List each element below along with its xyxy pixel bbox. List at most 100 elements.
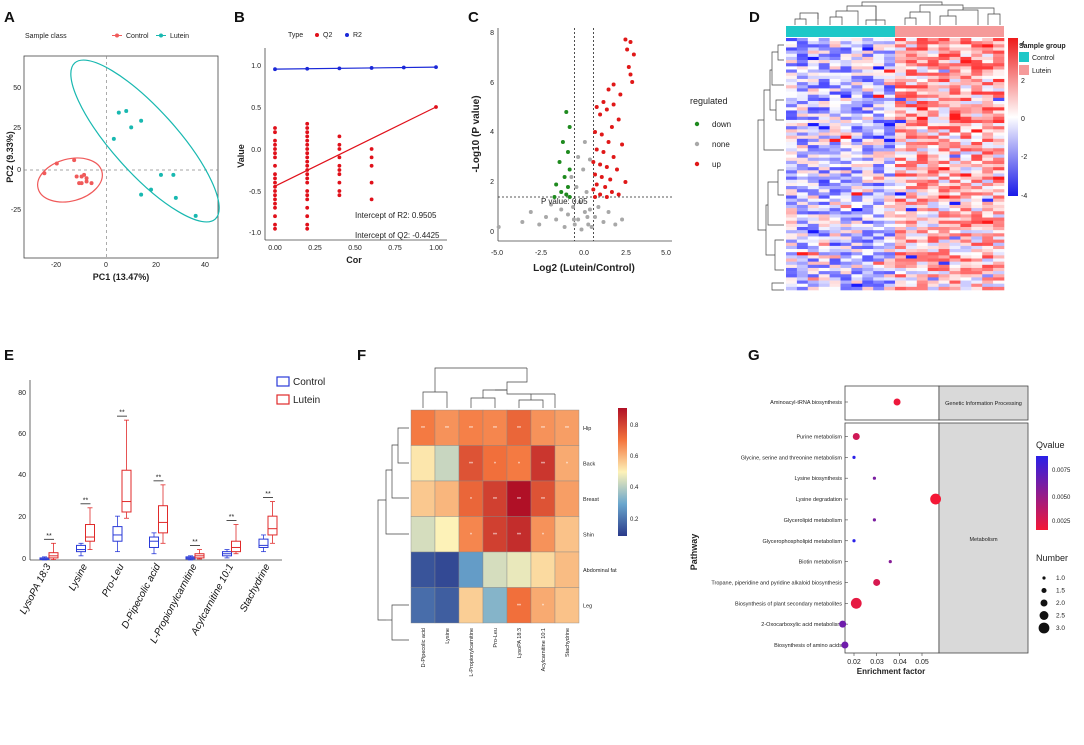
d-heat-cell bbox=[851, 123, 863, 127]
d-heat-cell bbox=[807, 151, 819, 155]
d-heat-cell bbox=[993, 75, 1005, 80]
d-heat-cell bbox=[927, 110, 939, 114]
d-heat-cell bbox=[873, 179, 885, 184]
d-heat-cell bbox=[829, 141, 841, 146]
d-heat-cell bbox=[851, 91, 863, 95]
d-heat-cell bbox=[982, 123, 994, 127]
d-heat-cell bbox=[895, 72, 907, 77]
d-scale-tick: 2 bbox=[1021, 78, 1025, 85]
box-lutein bbox=[48, 552, 59, 559]
d-heat-cell bbox=[927, 252, 939, 256]
d-heat-cell bbox=[840, 113, 852, 118]
f-heat-cell bbox=[410, 516, 436, 553]
d-heat-cell bbox=[796, 233, 809, 237]
d-heat-cell bbox=[818, 214, 830, 218]
d-heat-cell bbox=[895, 56, 907, 61]
d-heat-cell bbox=[993, 154, 1005, 158]
d-heat-cell bbox=[938, 271, 950, 275]
d-heat-cell bbox=[884, 220, 896, 225]
panel-c-ylabel: -Log10 (P value) bbox=[471, 95, 482, 172]
d-heat-cell bbox=[949, 91, 961, 95]
d-heat-cell bbox=[960, 211, 972, 215]
d-heat-cell bbox=[862, 66, 874, 70]
d-heat-cell bbox=[960, 82, 972, 86]
d-heat-cell bbox=[829, 113, 841, 118]
d-heat-cell bbox=[895, 60, 907, 64]
d-heat-cell bbox=[873, 170, 885, 174]
d-heat-cell bbox=[905, 170, 918, 174]
d-heat-cell bbox=[818, 116, 830, 121]
d-heat-cell bbox=[993, 141, 1005, 146]
d-heat-cell bbox=[873, 63, 885, 67]
d-heat-cell bbox=[829, 88, 841, 92]
d-heat-cell bbox=[796, 252, 809, 256]
d-heat-cell bbox=[960, 160, 972, 165]
d-heat-cell bbox=[884, 154, 896, 158]
d-heat-cell bbox=[796, 167, 809, 171]
d-heat-cell bbox=[873, 38, 885, 42]
d-heat-cell bbox=[916, 252, 928, 256]
d-heat-cell bbox=[993, 274, 1005, 278]
d-heat-cell bbox=[884, 56, 896, 61]
d-heat-cell bbox=[927, 220, 939, 225]
d-heat-cell bbox=[884, 82, 896, 86]
d-heat-cell bbox=[982, 72, 994, 77]
d-heat-cell bbox=[960, 208, 972, 212]
d-heat-cell bbox=[873, 230, 885, 234]
d-heat-cell bbox=[949, 132, 961, 136]
pca-point-control bbox=[84, 179, 89, 184]
f-heat-cell bbox=[458, 409, 484, 446]
volcano-point-up bbox=[626, 65, 631, 69]
d-heat-cell bbox=[949, 107, 961, 111]
d-heat-cell bbox=[818, 53, 830, 58]
e-category-label: LysoPA 18:3 bbox=[18, 562, 54, 616]
d-heat-cell bbox=[895, 249, 907, 253]
e-ytick: 80 bbox=[18, 390, 26, 397]
d-heat-cell bbox=[884, 126, 896, 130]
d-heat-cell bbox=[851, 129, 863, 133]
g-top-facet-strip bbox=[938, 385, 1029, 421]
d-heat-cell bbox=[993, 239, 1005, 244]
box-lutein bbox=[267, 515, 278, 536]
d-heat-cell bbox=[818, 63, 830, 67]
d-heat-cell bbox=[927, 173, 939, 177]
d-heat-cell bbox=[786, 277, 798, 281]
d-heat-cell bbox=[927, 264, 939, 269]
volcano-point-down bbox=[560, 140, 565, 144]
d-heat-cell bbox=[884, 72, 896, 77]
d-heat-cell bbox=[807, 41, 819, 45]
d-heat-cell bbox=[884, 63, 896, 67]
pca-point-lutein bbox=[158, 172, 163, 177]
d-heat-cell bbox=[916, 148, 928, 152]
d-heat-cell bbox=[840, 283, 852, 288]
d-heat-cell bbox=[971, 129, 983, 133]
d-heat-cell bbox=[960, 264, 972, 269]
d-heat-cell bbox=[927, 78, 939, 83]
d-heat-cell bbox=[829, 242, 841, 247]
d-heat-cell bbox=[796, 176, 809, 181]
d-heat-cell bbox=[895, 148, 907, 152]
d-heat-cell bbox=[982, 88, 994, 92]
d-heat-cell bbox=[840, 274, 852, 278]
d-heat-cell bbox=[895, 233, 907, 237]
d-heat-cell bbox=[862, 236, 874, 240]
d-heat-cell bbox=[840, 72, 852, 77]
d-heat-cell bbox=[829, 101, 841, 105]
f-col-dendrogram-branch bbox=[422, 391, 448, 408]
d-heat-cell bbox=[840, 164, 852, 168]
d-heat-cell bbox=[884, 148, 896, 152]
d-heat-cell bbox=[884, 255, 896, 259]
d-heat-cell bbox=[938, 138, 950, 143]
g-xtick: 0.02 bbox=[847, 659, 861, 666]
d-heat-cell bbox=[916, 119, 928, 124]
d-heat-cell bbox=[840, 148, 852, 152]
permutation-point-q2 bbox=[273, 226, 277, 231]
d-heat-cell bbox=[786, 242, 798, 247]
d-heat-cell bbox=[862, 249, 874, 253]
permutation-point-q2 bbox=[305, 151, 310, 156]
d-heat-cell bbox=[938, 195, 950, 199]
d-heat-cell bbox=[884, 164, 896, 168]
d-heat-cell bbox=[884, 151, 896, 155]
permutation-point-q2 bbox=[273, 163, 277, 168]
d-heat-cell bbox=[829, 217, 841, 221]
